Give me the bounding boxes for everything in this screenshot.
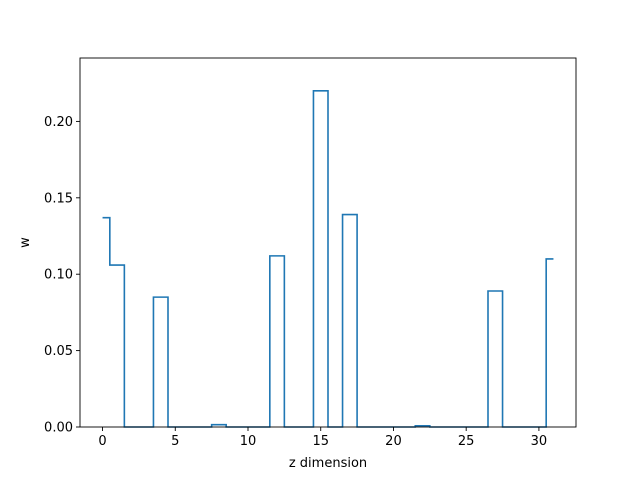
y-axis-label: w [18,237,33,248]
x-axis-label: z dimension [289,456,367,471]
x-tick-label: 25 [458,434,475,449]
x-tick-label: 20 [385,434,402,449]
y-tick-label: 0.15 [44,191,73,206]
y-tick-label: 0.10 [44,268,73,283]
x-tick-label: 0 [98,434,106,449]
x-tick-label: 10 [240,434,257,449]
x-tick-label: 15 [312,434,329,449]
y-tick-label: 0.00 [44,421,73,436]
plot-frame [79,57,577,428]
axes: 0 5 10 15 20 25 30 0.00 0.05 0.10 0.15 0.20 [44,57,577,449]
y-tick-label: 0.20 [44,115,73,130]
y-tick-label: 0.05 [44,344,73,359]
x-tick-label: 30 [531,434,548,449]
x-tick-label: 5 [171,434,179,449]
